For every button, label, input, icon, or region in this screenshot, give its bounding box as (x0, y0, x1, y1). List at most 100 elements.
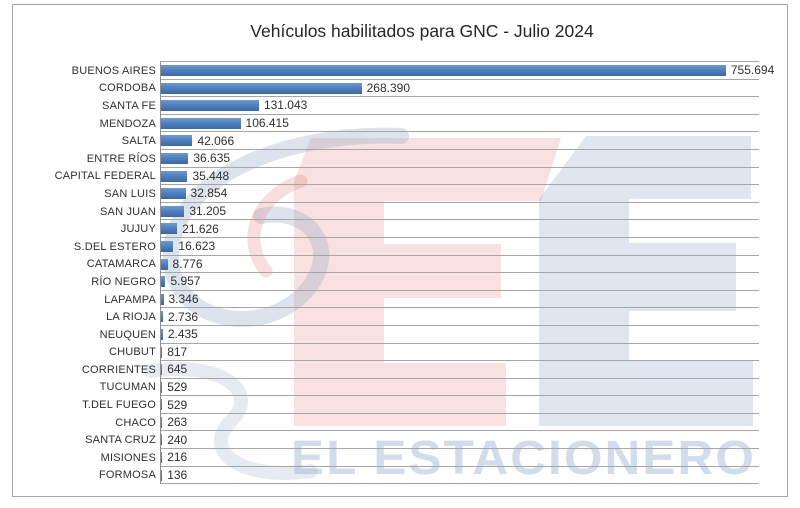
bar[interactable] (161, 328, 163, 340)
value-label: 16.623 (178, 239, 216, 254)
value-label: 32.854 (190, 186, 228, 201)
category-label: CHUBUT (108, 346, 156, 359)
bar-row: 32.854 (161, 185, 759, 203)
value-label: 529 (167, 397, 188, 412)
category-label: MISIONES (100, 451, 156, 464)
bar-row: 5.957 (161, 273, 759, 291)
bar-row: 2.435 (161, 326, 759, 344)
bar[interactable] (161, 205, 185, 217)
value-label: 35.448 (192, 168, 230, 183)
bar[interactable] (161, 135, 193, 147)
bar[interactable] (161, 117, 241, 129)
category-label: CATAMARCA (86, 258, 156, 271)
category-label: SANTA CRUZ (85, 434, 156, 447)
bar[interactable] (161, 152, 189, 164)
bar-row: 2.736 (161, 308, 759, 326)
bar-row: 36.635 (161, 150, 759, 168)
value-label: 529 (167, 379, 188, 394)
bar-row: 755.694 (161, 62, 774, 80)
bar[interactable] (161, 276, 166, 288)
bar-row: 268.390 (161, 80, 759, 98)
category-label: T.DEL FUEGO (82, 399, 156, 412)
bar[interactable] (161, 293, 164, 305)
bar[interactable] (161, 434, 163, 446)
category-label: NEUQUEN (99, 328, 156, 341)
bar[interactable] (161, 399, 163, 411)
category-label: SANTA FE (102, 99, 156, 112)
value-label: 263 (167, 415, 188, 430)
bar-row: 106.415 (161, 115, 759, 133)
category-label: CORRIENTES (81, 363, 156, 376)
category-label: RÍO NEGRO (91, 275, 156, 288)
category-label: SAN LUIS (104, 187, 156, 200)
bar-row: 263 (161, 414, 759, 432)
value-label: 5.957 (170, 274, 201, 289)
category-label: LA RIOJA (106, 311, 156, 324)
value-label: 216 (167, 450, 188, 465)
category-label: CORDOBA (98, 82, 156, 95)
bar[interactable] (161, 469, 163, 481)
value-label: 36.635 (193, 151, 231, 166)
chart-frame: EL ESTACIONERO Vehículos habilitados par… (12, 4, 788, 497)
value-label: 131.043 (263, 98, 308, 113)
bar[interactable] (161, 240, 174, 252)
bar[interactable] (161, 100, 259, 112)
bar-row: 131.043 (161, 97, 759, 115)
value-label: 42.066 (197, 133, 235, 148)
bar[interactable] (161, 258, 168, 270)
value-label: 755.694 (730, 63, 775, 78)
bar[interactable] (161, 364, 163, 376)
bar-row: 8.776 (161, 256, 759, 274)
category-label: MENDOZA (99, 117, 156, 130)
bar-row: 16.623 (161, 238, 759, 256)
bar-row: 216 (161, 449, 759, 467)
value-label: 645 (167, 362, 188, 377)
bar-row: 21.626 (161, 220, 759, 238)
category-label: TUCUMAN (99, 381, 156, 394)
value-label: 136 (167, 467, 188, 482)
bar-row: 529 (161, 396, 759, 414)
category-label: FORMOSA (98, 469, 156, 482)
category-label: CHACO (115, 416, 156, 429)
bar-row: 31.205 (161, 203, 759, 221)
value-label: 817 (167, 344, 188, 359)
bar[interactable] (161, 223, 178, 235)
bar-row: 136 (161, 467, 759, 485)
category-label: CAPITAL FEDERAL (54, 170, 156, 183)
value-label: 240 (167, 432, 188, 447)
bar[interactable] (161, 311, 164, 323)
bar-row: 529 (161, 379, 759, 397)
value-label: 2.435 (167, 327, 198, 342)
value-label: 2.736 (168, 309, 199, 324)
bar[interactable] (161, 65, 726, 76)
bar[interactable] (161, 188, 186, 200)
bar-row: 42.066 (161, 132, 759, 150)
bar-row: 3.346 (161, 291, 759, 309)
bar-row: 35.448 (161, 168, 759, 186)
category-label: SALTA (121, 135, 156, 148)
bar[interactable] (161, 82, 362, 94)
category-label: BUENOS AIRES (71, 64, 156, 77)
category-label: ENTRE RÍOS (86, 152, 156, 165)
value-label: 21.626 (182, 221, 219, 236)
value-label: 268.390 (366, 80, 410, 95)
chart-title: Vehículos habilitados para GNC - Julio 2… (250, 21, 594, 41)
value-label: 3.346 (168, 292, 199, 307)
category-axis: BUENOS AIRES CORDOBA SANTA FE MENDOZA SALTA E… (13, 62, 156, 484)
value-label: 106.415 (245, 116, 289, 131)
bar[interactable] (161, 381, 163, 393)
category-label: SAN JUAN (100, 205, 156, 218)
bar-row: 817 (161, 344, 759, 362)
value-label: 31.205 (189, 204, 227, 219)
bar-row: 645 (161, 361, 759, 379)
bar[interactable] (161, 452, 163, 464)
plot-area: 755.694 268.390 131.043 106.415 42.066 36.635… (160, 61, 774, 485)
bar[interactable] (161, 416, 163, 428)
bar[interactable] (161, 170, 188, 182)
value-label: 8.776 (172, 256, 203, 271)
category-label: S.DEL ESTERO (73, 240, 156, 253)
category-label: LAPAMPA (104, 293, 156, 306)
category-label: JUJUY (120, 223, 156, 236)
bar[interactable] (161, 346, 163, 358)
